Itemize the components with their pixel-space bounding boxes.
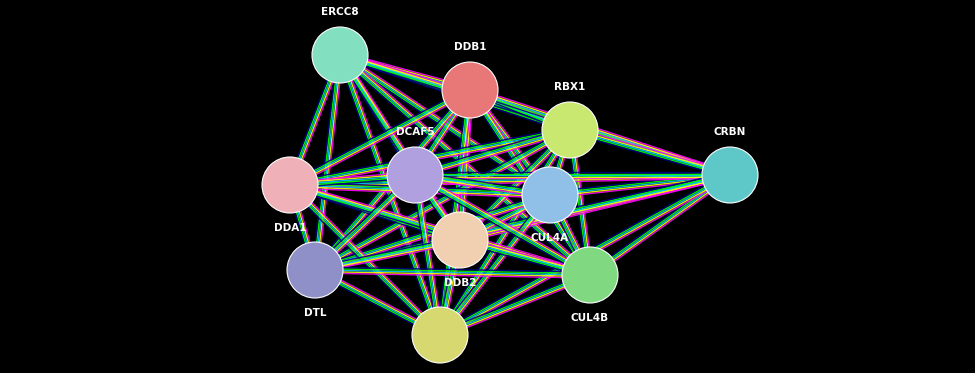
Text: DCAF5: DCAF5 [396,127,434,137]
Circle shape [412,307,468,363]
Circle shape [312,27,368,83]
Circle shape [542,102,598,158]
Text: RBX1: RBX1 [555,82,586,92]
Text: CUL4B: CUL4B [571,313,609,323]
Circle shape [387,147,443,203]
Circle shape [522,167,578,223]
Text: DDB2: DDB2 [444,278,476,288]
Circle shape [262,157,318,213]
Text: CUL4A: CUL4A [531,233,569,243]
Text: DDA1: DDA1 [274,223,306,233]
Text: DTL: DTL [304,308,327,318]
Circle shape [442,62,498,118]
Text: ERCC8: ERCC8 [321,7,359,17]
Circle shape [562,247,618,303]
Circle shape [432,212,488,268]
Text: DDB1: DDB1 [453,42,487,52]
Circle shape [287,242,343,298]
Circle shape [702,147,758,203]
Text: CRBN: CRBN [714,127,746,137]
